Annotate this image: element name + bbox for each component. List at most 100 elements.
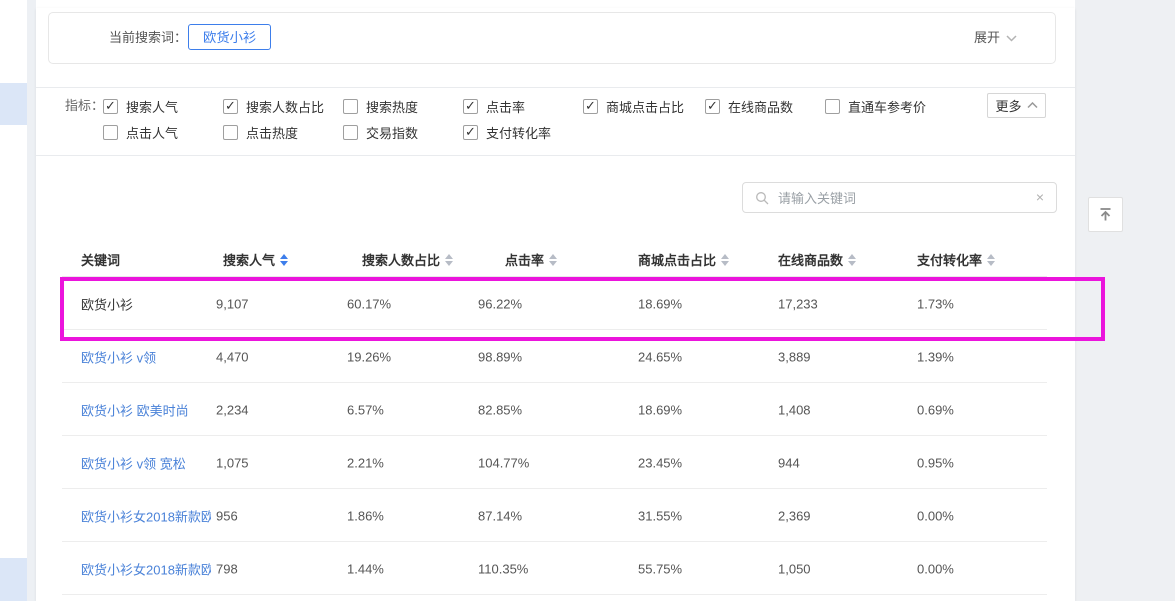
value-cell: 0.69%: [917, 402, 954, 417]
sort-icon[interactable]: [721, 253, 730, 266]
checkbox-unchecked-icon[interactable]: [343, 98, 358, 114]
back-to-top-icon: [1100, 208, 1111, 221]
sort-icon[interactable]: [280, 253, 289, 266]
metric-checkbox-item[interactable]: 商城点击占比: [583, 96, 684, 116]
value-cell: 1.86%: [347, 508, 384, 523]
metric-label: 支付转化率: [486, 125, 552, 141]
sort-icon[interactable]: [848, 253, 857, 266]
value-cell: 0.95%: [917, 455, 954, 470]
metric-checkbox-item[interactable]: 点击率: [463, 96, 525, 116]
keyword-cell[interactable]: 欧货小衫女2018新款欧...: [81, 509, 211, 524]
metric-label: 点击热度: [246, 125, 299, 141]
metric-checkbox-item[interactable]: 点击人气: [103, 122, 178, 142]
value-cell: 3,889: [778, 349, 811, 364]
column-header-label: 关键词: [81, 253, 121, 268]
more-metrics-button[interactable]: 更多: [987, 93, 1046, 118]
table-row: 欧货小衫 v领 4,470 19.26% 98.89% 24.65% 3,889 1.39%: [36, 330, 1075, 383]
value-cell: 1,408: [778, 402, 811, 417]
value-cell: 110.35%: [478, 561, 529, 576]
checkbox-checked-icon[interactable]: [705, 98, 720, 114]
value-cell: 798: [216, 561, 238, 576]
value-cell: 96.22%: [478, 296, 523, 311]
value-cell: 23.45%: [638, 455, 683, 470]
checkbox-unchecked-icon[interactable]: [825, 98, 840, 114]
value-cell: 87.14%: [478, 508, 523, 523]
value-cell: 0.00%: [917, 561, 954, 576]
metric-checkbox-item[interactable]: 直通车参考价: [825, 96, 926, 116]
value-cell: 6.57%: [347, 402, 384, 417]
metric-label: 搜索人气: [126, 99, 179, 115]
metric-checkbox-item[interactable]: 搜索热度: [343, 96, 418, 116]
value-cell: 2,369: [778, 508, 811, 523]
clear-search-icon[interactable]: ×: [1035, 189, 1044, 205]
sort-icon[interactable]: [987, 253, 996, 266]
checkbox-checked-icon[interactable]: [463, 124, 478, 140]
table-row: 欧货小衫 9,107 60.17% 96.22% 18.69% 17,233 1.73%: [36, 277, 1075, 330]
column-header-label: 商城点击占比: [638, 253, 717, 268]
value-cell: 944: [778, 455, 800, 470]
metric-checkbox-item[interactable]: 点击热度: [223, 122, 298, 142]
value-cell: 19.26%: [347, 349, 392, 364]
current-keyword-button[interactable]: 欧货小衫: [188, 24, 272, 50]
value-cell: 82.85%: [478, 402, 523, 417]
search-input[interactable]: [776, 184, 1020, 213]
metric-checkbox-item[interactable]: 在线商品数: [705, 96, 793, 116]
sort-icon[interactable]: [549, 253, 558, 266]
checkbox-checked-icon[interactable]: [583, 98, 598, 114]
column-header[interactable]: 商城点击占比: [638, 242, 730, 277]
value-cell: 55.75%: [638, 561, 683, 576]
table-body: 欧货小衫 9,107 60.17% 96.22% 18.69% 17,233 1.73% 欧货…: [36, 277, 1075, 595]
keyword-cell[interactable]: 欧货小衫 v领 宽松: [81, 456, 186, 471]
value-cell: 1.73%: [917, 296, 954, 311]
value-cell: 104.77%: [478, 455, 530, 470]
table-row: 欧货小衫 欧美时尚 2,234 6.57% 82.85% 18.69% 1,408 0.69…: [36, 383, 1075, 436]
metric-checkbox-item[interactable]: 搜索人数占比: [223, 96, 324, 116]
column-header: 关键词: [81, 242, 120, 277]
sort-icon[interactable]: [445, 253, 454, 266]
checkbox-unchecked-icon[interactable]: [343, 124, 358, 140]
value-cell: 98.89%: [478, 349, 523, 364]
expand-toggle[interactable]: 展开: [974, 13, 1017, 63]
table-row: 欧货小衫 v领 宽松 1,075 2.21% 104.77% 23.45% 944 0.95…: [36, 436, 1075, 489]
value-cell: 1.39%: [917, 349, 954, 364]
column-header-label: 点击率: [505, 253, 545, 268]
column-header[interactable]: 点击率: [505, 242, 558, 277]
column-header-label: 在线商品数: [778, 253, 844, 268]
keyword-cell[interactable]: 欧货小衫 欧美时尚: [81, 403, 189, 418]
column-header-label: 搜索人气: [223, 253, 276, 268]
value-cell: 17,233: [778, 296, 818, 311]
column-header[interactable]: 搜索人数占比: [362, 242, 454, 277]
value-cell: 2.21%: [347, 455, 384, 470]
column-header-label: 支付转化率: [917, 253, 983, 268]
column-header[interactable]: 在线商品数: [778, 242, 857, 277]
metrics-row-1: 搜索人气 搜索人数占比 搜索热度 点击率 商城点击占比 在线商品数 直通车参考价: [36, 96, 1075, 116]
metric-label: 搜索热度: [366, 99, 419, 115]
metric-checkbox-item[interactable]: 交易指数: [343, 122, 418, 142]
checkbox-checked-icon[interactable]: [223, 98, 238, 114]
metrics-row-2: 点击人气 点击热度 交易指数 支付转化率: [36, 122, 1075, 142]
metric-checkbox-item[interactable]: 搜索人气: [103, 96, 178, 116]
content-card: 当前搜索词： 欧货小衫 展开 指标： 搜索人气搜索人数占比搜索热度点击率商城点击…: [36, 8, 1075, 601]
checkbox-checked-icon[interactable]: [463, 98, 478, 114]
table-header: 关键词 搜索人气 搜索人数占比 点击率 商城点击占比 在线商品数 支付转化率: [36, 242, 1075, 277]
sidebar-fragment-top: [0, 83, 27, 125]
current-search-term-bar: 当前搜索词： 欧货小衫 展开: [48, 12, 1056, 64]
chevron-down-icon: [1006, 35, 1017, 42]
section-divider: [36, 155, 1075, 156]
metrics-caption: 指标：: [65, 98, 105, 113]
column-header[interactable]: 支付转化率: [917, 242, 996, 277]
metric-label: 搜索人数占比: [246, 99, 325, 115]
keyword-cell[interactable]: 欧货小衫 v领: [81, 350, 157, 365]
table-row: 欧货小衫女2018新款欧... 956 1.86% 87.14% 31.55% 2,369…: [36, 489, 1075, 542]
value-cell: 18.69%: [638, 296, 683, 311]
value-cell: 18.69%: [638, 402, 683, 417]
checkbox-checked-icon[interactable]: [103, 98, 118, 114]
checkbox-unchecked-icon[interactable]: [223, 124, 238, 140]
metric-checkbox-item[interactable]: 支付转化率: [463, 122, 551, 142]
value-cell: 4,470: [216, 349, 249, 364]
column-header[interactable]: 搜索人气: [223, 242, 289, 277]
back-to-top-button[interactable]: [1088, 197, 1123, 232]
checkbox-unchecked-icon[interactable]: [103, 124, 118, 140]
keyword-cell[interactable]: 欧货小衫女2018新款欧...: [81, 562, 211, 577]
search-icon: [756, 192, 769, 205]
